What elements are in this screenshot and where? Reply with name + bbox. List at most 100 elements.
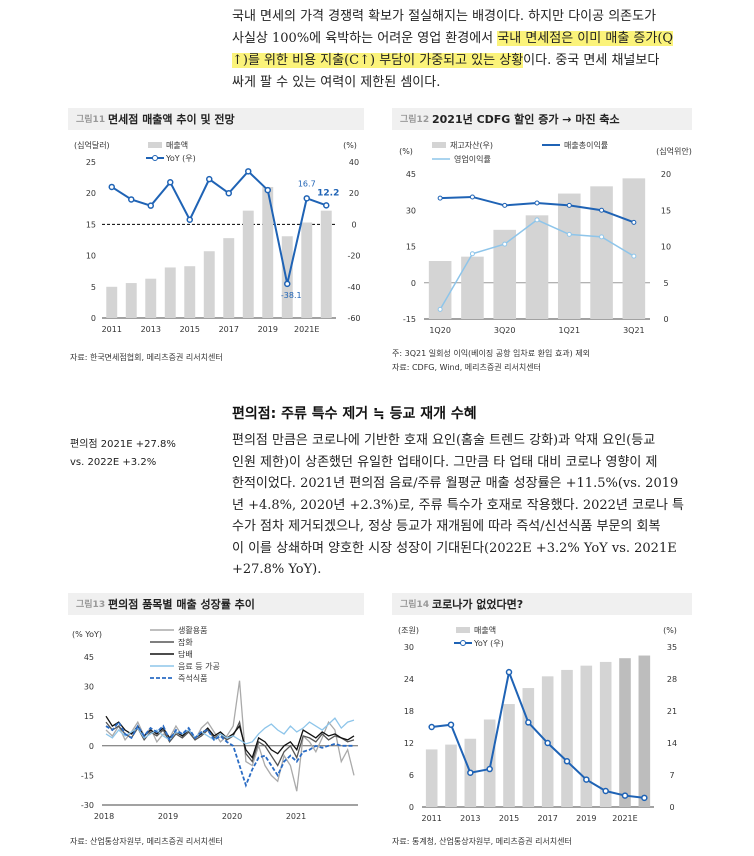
fig14-yoy-point [505, 668, 513, 676]
fig14-x-tick: 2015 [499, 814, 519, 823]
fig14-bar [425, 749, 438, 807]
fig11-bar [145, 278, 157, 318]
section-sidenote: 편의점 2021E +27.8% vs. 2022E +3.2% [70, 436, 176, 472]
fig14-left-tick: 6 [409, 771, 414, 780]
fig14-yoy-line [431, 668, 645, 799]
fig11-bar [164, 267, 176, 318]
fig14-bar [580, 665, 593, 807]
fig14-yoy-point [641, 794, 648, 802]
fig12-right-unit: (십억위안) [656, 146, 692, 156]
fig11-bar [262, 186, 274, 318]
fig12-op-margin-point [534, 217, 540, 223]
fig11-bar [242, 210, 254, 318]
fig11-right-tick: 0 [351, 220, 356, 229]
fig12-gross-margin-point [437, 195, 443, 201]
section-line: 편의점 만큼은 코로나에 기반한 호재 요인(홈술 트렌드 강화)과 악재 요인… [232, 433, 656, 448]
fig14-left-tick: 30 [404, 643, 414, 652]
fig13-series-line [105, 720, 354, 788]
fig12-left-unit: (%) [399, 147, 413, 156]
fig13-y-tick: -30 [81, 801, 94, 810]
fig11-right-tick: -60 [347, 314, 360, 323]
fig12-note: 주: 3Q21 일회성 이익(베이징 공항 임차료 환입 효과) 제외 [392, 349, 591, 358]
fig14-x-tick: 2011 [421, 814, 441, 823]
fig11-left-tick: 20 [86, 189, 96, 198]
fig14-yoy-point [583, 776, 590, 783]
section-heading: 편의점: 주류 특수 제거 ≒ 등교 재개 수혜 [232, 406, 477, 422]
fig14-legend-bar-label: 매출액 [474, 625, 496, 635]
fig13-y-tick: 0 [89, 742, 94, 751]
fig14-tag: 그림14 [400, 600, 430, 610]
intro-line-2: 사실상 100%에 육박하는 어려운 영업 환경에서 국내 면세점은 이미 매출… [232, 28, 712, 50]
fig12-left-tick: 30 [406, 206, 416, 215]
fig11-legend-line-marker [152, 155, 158, 161]
fig14-bar [522, 688, 535, 807]
fig11-right-tick: -40 [347, 283, 360, 292]
fig12-x-tick: 3Q20 [494, 326, 516, 335]
fig14-x-tick: 2019 [576, 814, 596, 823]
fig11-legend-bar-swatch [148, 142, 162, 148]
section-line: 년 +4.8%, 2020년 +2.3%)로, 주류 특수가 호재로 작용했다.… [232, 497, 684, 513]
fig12-op-margin-point [502, 241, 508, 247]
fig14-legend-line-marker [460, 640, 466, 646]
fig11-yoy-point [245, 168, 252, 175]
fig12-inventory-bar [461, 256, 484, 319]
fig12-tag: 그림12 [400, 115, 430, 125]
intro-highlight-2: ↑)를 위한 비용 지출(C↑) 부담이 가중되고 있는 상황 [232, 53, 524, 68]
intro-line-3: ↑)를 위한 비용 지출(C↑) 부담이 가중되고 있는 상황이다. 중국 면세… [232, 50, 712, 72]
fig13-y-tick: 45 [84, 653, 94, 662]
fig12-right-tick: 5 [663, 279, 668, 288]
fig11-source: 자료: 한국면세점협회, 메리츠증권 리서치센터 [70, 353, 223, 362]
fig14-right-tick: 21 [667, 707, 677, 716]
sidenote-line-1: 편의점 2021E +27.8% [70, 439, 176, 450]
fig14-x-tick: 2021E [612, 814, 637, 823]
fig14-yoy-point [447, 721, 455, 728]
fig13-legend-label: 생활용품 [178, 625, 207, 635]
intro-line-1: 국내 면세의 가격 경쟁력 확보가 절실해지는 배경이다. 하지만 다이공 의존… [232, 9, 657, 24]
fig12-left-tick: 0 [411, 279, 416, 288]
fig11-x-tick: 2015 [180, 325, 200, 334]
fig13-legend-label: 담배 [178, 649, 193, 659]
fig13-y-tick: 30 [84, 683, 94, 692]
fig13-y-tick: -15 [81, 771, 94, 780]
intro-paragraph: 국내 면세의 가격 경쟁력 확보가 절실해지는 배경이다. 하지만 다이공 의존… [232, 6, 712, 94]
fig11-right-unit: (%) [343, 141, 357, 150]
fig13-title: 편의점 품목별 매출 성장률 추이 [108, 598, 255, 611]
fig11-bar [223, 238, 235, 318]
fig13-x-tick: 2020 [222, 812, 242, 821]
fig11-legend-line-label: YoY (우) [165, 154, 196, 163]
fig11-x-tick: 2021E [294, 325, 319, 334]
fig11-legend-bar-label: 매출액 [166, 140, 188, 150]
fig13-legend-label: 잡화 [178, 637, 193, 647]
fig11-bar [320, 210, 332, 318]
section-line: 이 이를 상쇄하며 양호한 시장 성장이 기대된다(2022E +3.2% Yo… [232, 540, 677, 556]
fig14-yoy-point [525, 719, 532, 726]
fig13-x-tick: 2019 [158, 812, 178, 821]
fig13-x-tick: 2018 [94, 812, 114, 821]
fig13-tag: 그림13 [76, 600, 106, 610]
fig12-op-margin-point [566, 231, 572, 237]
fig11-bar [106, 286, 118, 318]
fig12-left-tick: 45 [406, 170, 416, 179]
fig14-yoy-point [602, 787, 609, 795]
fig11-bar [203, 251, 215, 318]
fig11-title: 면세점 매출액 추이 및 전망 [108, 113, 235, 126]
fig14-bar [561, 669, 573, 807]
fig11-right-tick: 40 [349, 158, 359, 167]
fig13-series-line [105, 720, 355, 767]
fig12-legend-om-label: 영업이익률 [454, 154, 491, 164]
fig11-yoy-point [303, 195, 310, 202]
fig11-yoy-point [225, 189, 232, 197]
fig12-x-tick: 3Q21 [623, 326, 645, 335]
fig13-chart: (% YoY) -30 -15 0 15 30 45 2018 2019 2020 2021 생활용품… [72, 625, 358, 821]
fig11-yoy-point [264, 186, 271, 194]
fig13-y-tick: 15 [84, 712, 94, 721]
fig11-bar [125, 283, 137, 318]
fig12-op-margin-point [469, 251, 475, 257]
fig12-legend-inv-swatch [432, 142, 446, 148]
fig11-right-tick: -20 [347, 252, 360, 261]
fig12-op-margin-point [437, 306, 443, 312]
fig11-label-c: -38.1 [281, 291, 302, 300]
fig14-x-tick: 2013 [460, 814, 480, 823]
fig14-bar [619, 658, 631, 807]
fig11-yoy-point [206, 175, 213, 183]
